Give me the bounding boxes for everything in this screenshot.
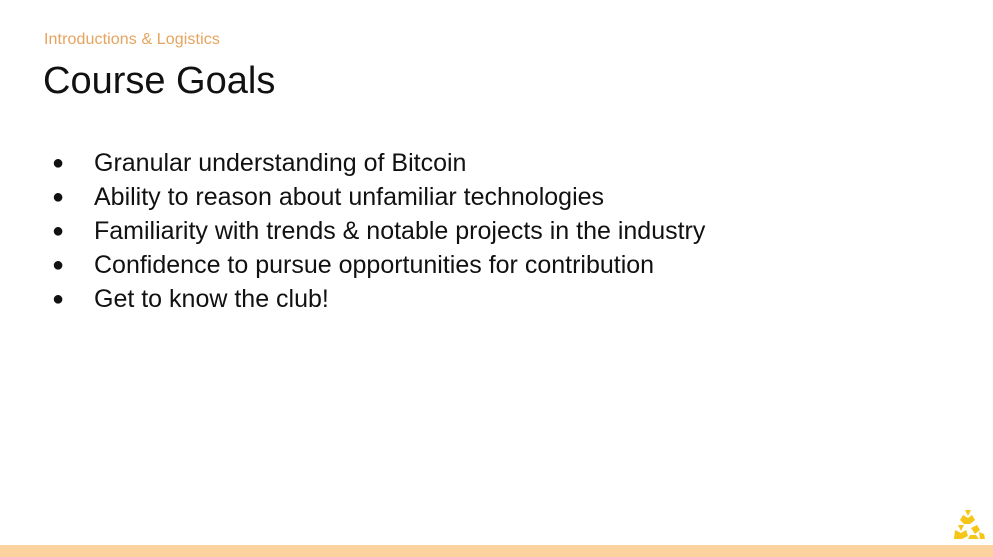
bullet-icon: ●	[52, 220, 65, 242]
section-label: Introductions & Logistics	[44, 31, 220, 48]
goal-item: ● Confidence to pursue opportunities for…	[52, 248, 705, 282]
goal-item: ● Get to know the club!	[52, 282, 705, 316]
slide-title: Course Goals	[43, 60, 276, 102]
goal-text: Ability to reason about unfamiliar techn…	[94, 182, 605, 211]
goal-text: Get to know the club!	[94, 284, 329, 313]
goal-item: ● Granular understanding of Bitcoin	[52, 146, 705, 180]
bullet-icon: ●	[52, 186, 65, 208]
goal-item: ● Ability to reason about unfamiliar tec…	[52, 180, 705, 214]
club-logo-icon	[954, 510, 985, 539]
goal-text: Confidence to pursue opportunities for c…	[94, 250, 655, 279]
goal-text: Granular understanding of Bitcoin	[94, 148, 467, 177]
bullet-icon: ●	[52, 152, 65, 174]
bottom-accent-bar	[0, 545, 993, 557]
goal-item: ● Familiarity with trends & notable proj…	[52, 214, 705, 248]
goals-list: ● Granular understanding of Bitcoin ● Ab…	[52, 146, 705, 316]
goal-text: Familiarity with trends & notable projec…	[94, 216, 706, 245]
bullet-icon: ●	[52, 288, 65, 310]
bullet-icon: ●	[52, 254, 65, 276]
